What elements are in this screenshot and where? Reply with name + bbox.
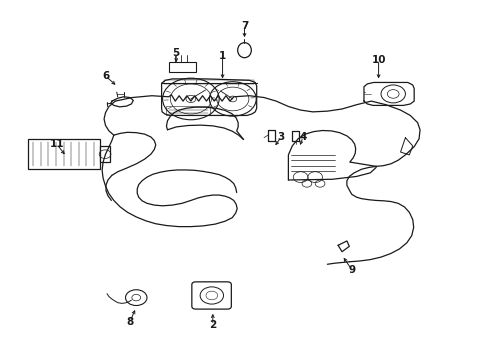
Text: 5: 5	[172, 48, 180, 58]
Bar	[100, 146, 110, 162]
Text: 6: 6	[102, 71, 109, 81]
Ellipse shape	[237, 42, 251, 58]
Bar	[166, 106, 210, 115]
Text: 1: 1	[219, 51, 226, 61]
Bar	[168, 62, 195, 72]
Text: 2: 2	[209, 320, 216, 330]
Text: 10: 10	[370, 55, 385, 65]
Text: 4: 4	[299, 132, 306, 142]
Text: 7: 7	[240, 21, 248, 31]
Text: 3: 3	[277, 132, 284, 142]
Text: 11: 11	[49, 139, 64, 149]
Bar	[27, 139, 100, 169]
FancyBboxPatch shape	[191, 282, 231, 309]
Circle shape	[125, 290, 147, 306]
Text: 8: 8	[126, 317, 133, 327]
Text: 9: 9	[347, 265, 355, 275]
Circle shape	[200, 287, 223, 304]
Bar	[163, 80, 254, 84]
